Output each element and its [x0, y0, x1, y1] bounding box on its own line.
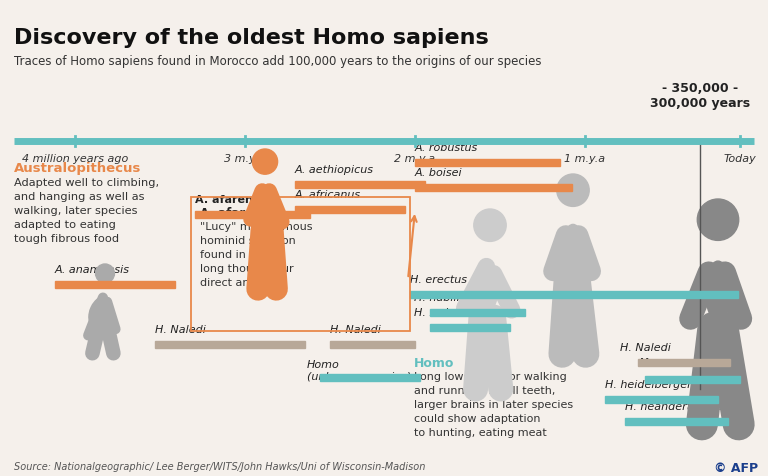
Text: - 350,000 -
300,000 years: - 350,000 - 300,000 years [650, 82, 750, 110]
Text: Long lower legs for walking
and running, small teeth,
larger brains in later spe: Long lower legs for walking and running,… [414, 371, 573, 437]
Text: A. afarensis: A. afarensis [195, 195, 270, 205]
Text: Homo
(unknown species): Homo (unknown species) [307, 360, 411, 381]
Text: Traces of Homo sapiens found in Morocco add 100,000 years to the origins of our : Traces of Homo sapiens found in Morocco … [14, 55, 541, 68]
Bar [645, 376, 740, 383]
Text: A. aethiopicus: A. aethiopicus [295, 165, 374, 175]
Bar [415, 159, 560, 166]
Ellipse shape [471, 266, 498, 319]
Text: Source: Nationalgeographic/ Lee Berger/WITS/John Hawks/Uni of Wisconsin-Madison: Source: Nationalgeographic/ Lee Berger/W… [14, 461, 425, 471]
Text: A. anamensis: A. anamensis [55, 265, 130, 275]
Text: A. africanus: A. africanus [295, 189, 361, 199]
Text: Discovery of the oldest Homo sapiens: Discovery of the oldest Homo sapiens [14, 28, 488, 48]
Circle shape [474, 209, 506, 242]
Text: H. heidelbergensis: H. heidelbergensis [605, 379, 709, 389]
Text: H. rudolfensis: H. rudolfensis [414, 307, 491, 317]
Circle shape [95, 265, 114, 283]
Bar [320, 374, 420, 381]
Bar [415, 184, 572, 191]
Bar [605, 396, 718, 403]
Circle shape [253, 149, 277, 175]
Text: © AFP: © AFP [714, 461, 758, 474]
Ellipse shape [89, 297, 111, 327]
Text: H. Naledi: H. Naledi [330, 324, 381, 334]
Bar [430, 324, 510, 331]
Text: "Lucy" most famous
hominid skeleton
found in 1974,
long thought our
direct ances: "Lucy" most famous hominid skeleton foun… [200, 221, 313, 288]
Bar [295, 181, 425, 188]
Circle shape [557, 175, 589, 207]
Text: H. Naledi: H. Naledi [620, 342, 671, 352]
Text: 1 m.y.a: 1 m.y.a [564, 154, 605, 164]
Bar [330, 341, 415, 348]
Text: H. Naledi: H. Naledi [155, 324, 206, 334]
Ellipse shape [257, 188, 276, 232]
Bar [55, 281, 175, 288]
Text: H. erectus: H. erectus [410, 275, 467, 284]
Text: 4 million years ago: 4 million years ago [22, 154, 128, 164]
Text: 2 m.y.a: 2 m.y.a [395, 154, 435, 164]
Bar [430, 309, 525, 316]
Text: A. robustus: A. robustus [415, 143, 478, 153]
Bar [155, 341, 305, 348]
Text: Today: Today [723, 154, 756, 164]
Text: 3 m.y.a: 3 m.y.a [224, 154, 266, 164]
Ellipse shape [562, 225, 584, 275]
Text: Homo: Homo [414, 356, 455, 369]
Text: Adapted well to climbing,
and hanging as well as
walking, later species
adapted : Adapted well to climbing, and hanging as… [14, 178, 159, 244]
Circle shape [697, 199, 739, 241]
Text: Homo sapien: Homo sapien [640, 357, 721, 367]
Bar [195, 211, 310, 218]
Bar [410, 291, 738, 298]
Text: A. afarensis: A. afarensis [200, 207, 280, 219]
Text: A. boisei: A. boisei [415, 168, 462, 178]
Text: Australopithecus: Australopithecus [14, 162, 141, 175]
Bar [625, 417, 728, 425]
Bar [638, 359, 730, 366]
Ellipse shape [705, 261, 730, 321]
Bar [295, 206, 405, 213]
Text: H. habilis: H. habilis [414, 292, 465, 302]
Text: H. neanderthalensis: H. neanderthalensis [625, 401, 737, 411]
